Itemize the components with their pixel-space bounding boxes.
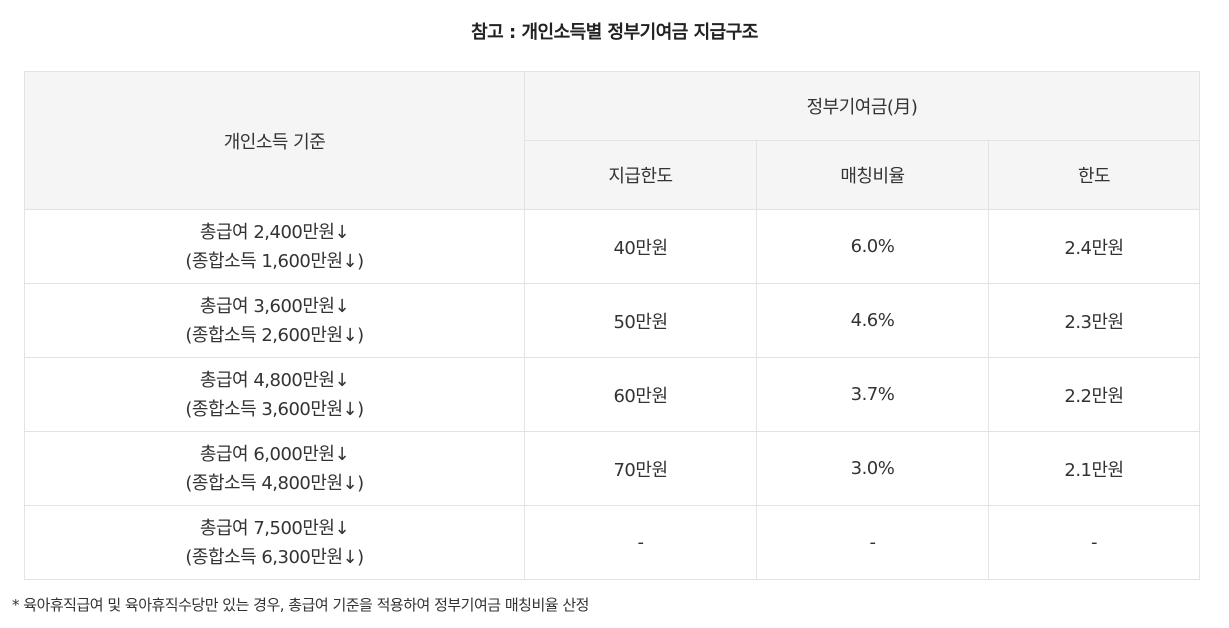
header-income: 개인소득 기준 bbox=[24, 71, 525, 210]
footnote: * 육아휴직급여 및 육아휴직수당만 있는 경우, 총급여 기준을 적용하여 정… bbox=[12, 596, 589, 614]
income-cell: 총급여 3,600만원↓ (종합소득 2,600만원↓) bbox=[24, 283, 525, 358]
limit-cell: 40만원 bbox=[524, 209, 757, 284]
limit-cell: - bbox=[524, 505, 757, 580]
page-title: 참고 : 개인소득별 정부기여금 지급구조 bbox=[471, 22, 758, 43]
table-row: 총급여 4,800만원↓ (종합소득 3,600만원↓) 60만원 3.7% 2… bbox=[24, 357, 1201, 432]
income-line: 총급여 4,800만원↓ bbox=[199, 369, 350, 391]
income-line: 총급여 7,500만원↓ bbox=[199, 517, 350, 539]
income-line: 총급여 3,600만원↓ bbox=[199, 295, 350, 317]
header-cap: 한도 bbox=[987, 140, 1201, 210]
limit-cell: 50만원 bbox=[524, 283, 757, 358]
contribution-table: 개인소득 기준 정부기여금(月) 지급한도 매칭비율 한도 총급여 2,400만… bbox=[24, 71, 1201, 580]
income-line: 총급여 2,400만원↓ bbox=[199, 221, 350, 243]
ratio-cell: 4.6% bbox=[756, 283, 989, 358]
income-line: (종합소득 1,600만원↓) bbox=[185, 250, 364, 272]
income-line: 총급여 6,000만원↓ bbox=[199, 443, 350, 465]
cap-cell: 2.2만원 bbox=[987, 357, 1201, 432]
cap-cell: - bbox=[987, 505, 1201, 580]
income-cell: 총급여 4,800만원↓ (종합소득 3,600만원↓) bbox=[24, 357, 525, 432]
table-row: 총급여 2,400만원↓ (종합소득 1,600만원↓) 40만원 6.0% 2… bbox=[24, 209, 1201, 284]
cap-cell: 2.1만원 bbox=[987, 431, 1201, 506]
income-line: (종합소득 4,800만원↓) bbox=[185, 472, 364, 494]
ratio-cell: 6.0% bbox=[756, 209, 989, 284]
income-line: (종합소득 3,600만원↓) bbox=[185, 398, 364, 420]
table-row: 총급여 6,000만원↓ (종합소득 4,800만원↓) 70만원 3.0% 2… bbox=[24, 431, 1201, 506]
table-row: 총급여 3,600만원↓ (종합소득 2,600만원↓) 50만원 4.6% 2… bbox=[24, 283, 1201, 358]
cap-cell: 2.3만원 bbox=[987, 283, 1201, 358]
income-line: (종합소득 6,300만원↓) bbox=[185, 546, 364, 568]
limit-cell: 70만원 bbox=[524, 431, 757, 506]
limit-cell: 60만원 bbox=[524, 357, 757, 432]
income-cell: 총급여 7,500만원↓ (종합소득 6,300만원↓) bbox=[24, 505, 525, 580]
cap-cell: 2.4만원 bbox=[987, 209, 1201, 284]
header-limit: 지급한도 bbox=[524, 140, 757, 210]
income-cell: 총급여 6,000만원↓ (종합소득 4,800만원↓) bbox=[24, 431, 525, 506]
income-line: (종합소득 2,600만원↓) bbox=[185, 324, 364, 346]
ratio-cell: - bbox=[756, 505, 989, 580]
ratio-cell: 3.0% bbox=[756, 431, 989, 506]
header-contribution-group: 정부기여금(月) bbox=[523, 71, 1201, 141]
income-cell: 총급여 2,400만원↓ (종합소득 1,600만원↓) bbox=[24, 209, 525, 284]
header-ratio: 매칭비율 bbox=[756, 140, 989, 210]
ratio-cell: 3.7% bbox=[756, 357, 989, 432]
table-row: 총급여 7,500만원↓ (종합소득 6,300만원↓) - - - bbox=[24, 505, 1201, 580]
